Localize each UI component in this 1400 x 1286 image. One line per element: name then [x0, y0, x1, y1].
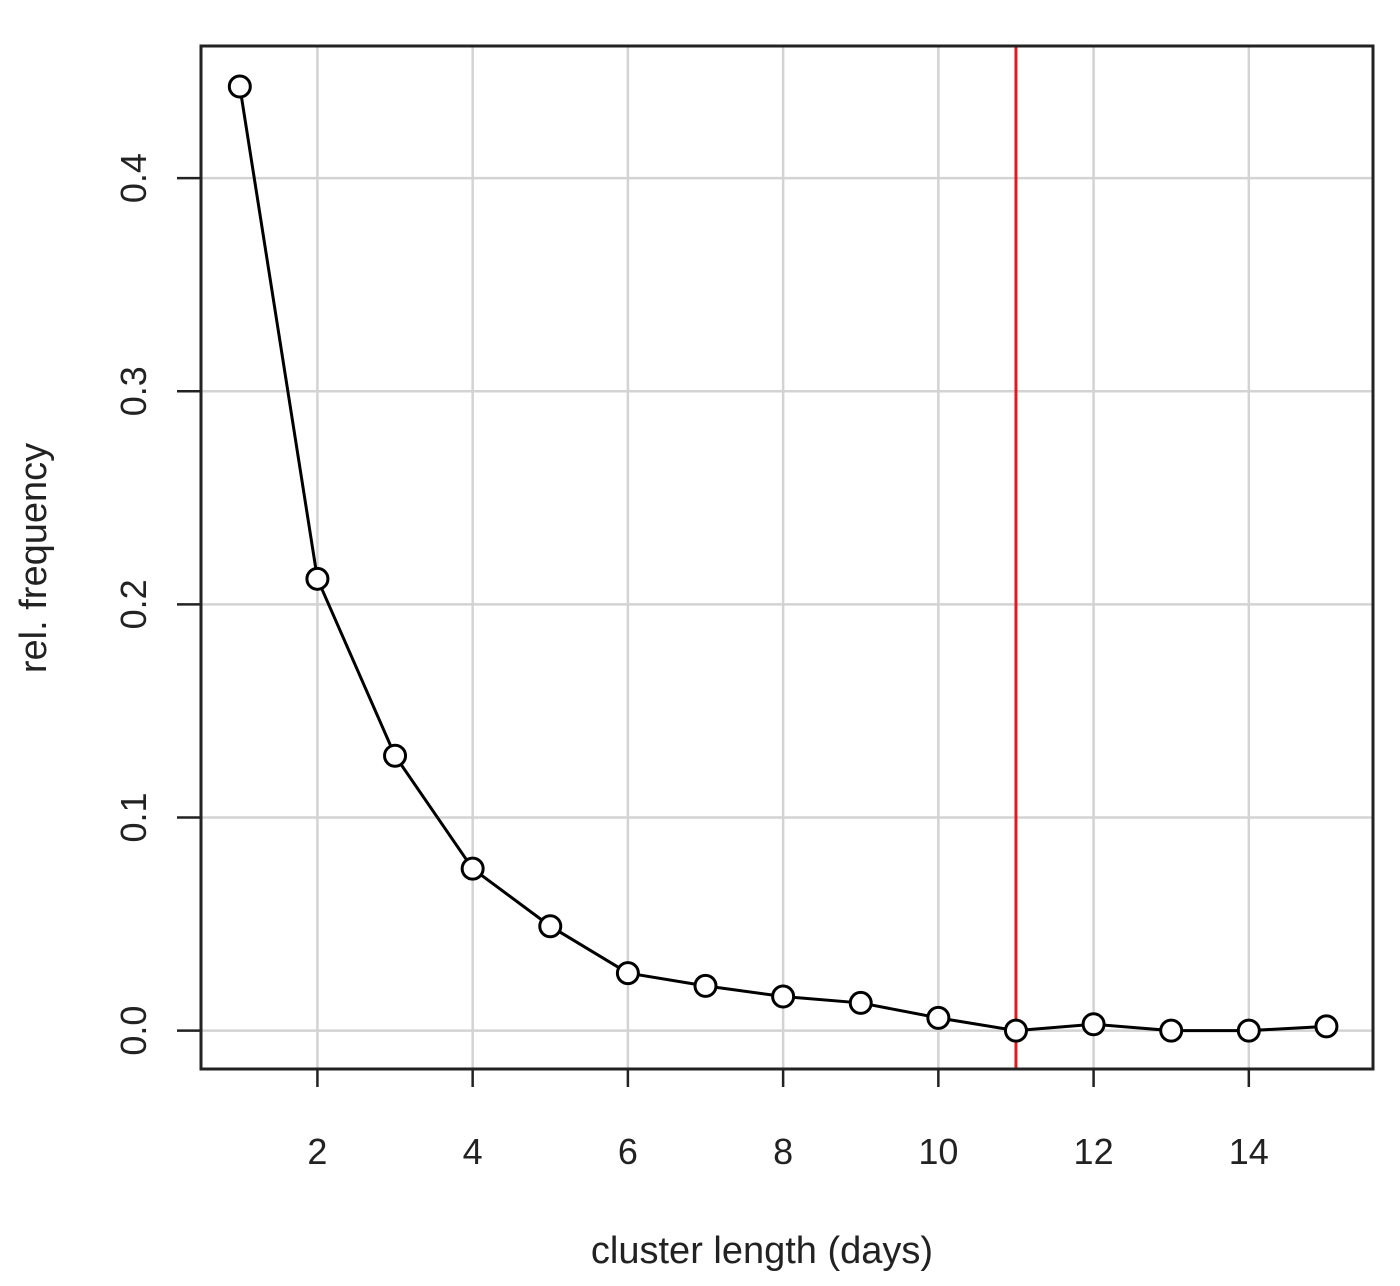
x-tick-label: 6 [618, 1131, 638, 1172]
y-axis-label: rel. frequency [13, 443, 55, 673]
y-axis: 0.0 0.1 0.2 0.3 0.4 [113, 153, 201, 1056]
x-axis-label: cluster length (days) [591, 1230, 933, 1272]
data-point [926, 1005, 951, 1030]
data-point [693, 973, 718, 998]
series-group [227, 74, 1339, 1043]
y-tick-label: 0.3 [113, 366, 154, 416]
data-point [615, 961, 640, 986]
x-tick-label: 4 [463, 1131, 483, 1172]
data-point [1236, 1018, 1261, 1043]
data-point [848, 990, 873, 1015]
data-point [1159, 1018, 1184, 1043]
plot-frame [199, 44, 1375, 1071]
data-point [460, 856, 485, 881]
x-tick-label: 10 [918, 1131, 958, 1172]
data-point [383, 743, 408, 768]
data-point [227, 74, 252, 99]
y-tick-label: 0.2 [113, 579, 154, 629]
data-point [305, 566, 330, 591]
data-point [771, 984, 796, 1009]
y-tick-label: 0.1 [113, 792, 154, 842]
x-axis: 2 4 6 8 10 12 14 [307, 1069, 1269, 1172]
data-point [538, 914, 563, 939]
grid [201, 46, 1373, 1069]
x-tick-label: 2 [307, 1131, 327, 1172]
x-tick-label: 8 [773, 1131, 793, 1172]
y-tick-label: 0.0 [113, 1006, 154, 1056]
x-tick-label: 14 [1229, 1131, 1269, 1172]
y-tick-label: 0.4 [113, 153, 154, 203]
data-point [1314, 1014, 1339, 1039]
x-tick-label: 12 [1074, 1131, 1114, 1172]
data-point [1081, 1012, 1106, 1037]
data-point [1003, 1018, 1028, 1043]
